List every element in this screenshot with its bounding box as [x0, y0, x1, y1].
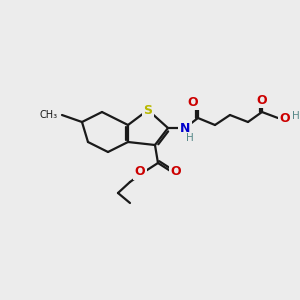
Text: H: H: [292, 111, 300, 121]
Text: O: O: [256, 94, 267, 106]
Text: O: O: [135, 166, 145, 178]
Text: H: H: [186, 133, 194, 143]
Text: N: N: [180, 122, 190, 134]
Text: O: O: [188, 95, 198, 109]
Text: CH₃: CH₃: [40, 110, 58, 120]
Text: O: O: [280, 112, 290, 124]
Text: S: S: [143, 103, 152, 116]
Text: O: O: [171, 166, 181, 178]
